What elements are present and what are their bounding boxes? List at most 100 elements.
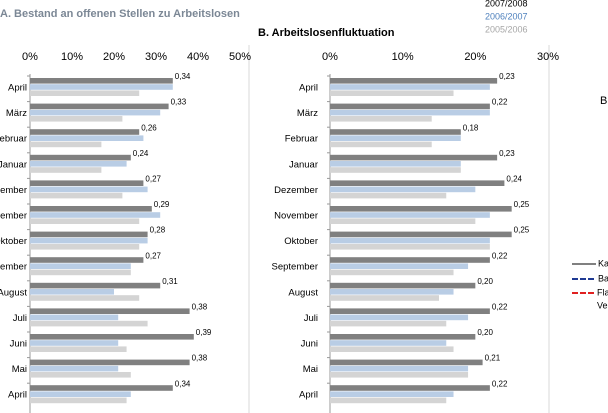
bar [330,90,454,96]
bar [330,186,476,193]
data-label: 0,39 [196,328,212,337]
bar [30,244,140,250]
bar [330,244,490,250]
data-label: 0,21 [485,354,501,363]
bar [30,391,131,397]
y-tick-label: Februar [285,134,318,145]
y-tick-label: April [299,390,318,401]
data-label: 0,20 [477,277,493,286]
bar [330,154,498,161]
y-tick-label: Dezember [0,185,27,196]
y-tick-label: Juli [13,313,27,324]
bar [30,295,140,301]
bar [330,346,454,352]
bar [330,167,461,173]
bar [330,365,469,372]
bar [30,263,131,269]
x-tick-label: 20% [103,51,125,63]
bar [330,308,490,314]
y-tick-label: August [288,287,318,298]
y-tick-label: März [6,108,27,119]
y-tick-label: Januar [0,159,27,170]
bar [30,78,173,84]
x-tick-label: 0% [322,51,338,63]
bar [30,90,140,96]
bar [330,231,512,238]
legend-entry: Ve [597,300,608,310]
bar [330,103,490,110]
data-label: 0,27 [145,175,161,184]
data-label: 0,34 [175,379,191,388]
data-label: 0,26 [141,123,157,132]
data-label: 0,33 [171,98,187,107]
y-tick-label: April [8,390,27,401]
bar [330,385,490,391]
bar [330,340,447,346]
bar [30,308,190,314]
data-label: 0,22 [492,303,508,312]
bar [330,180,505,186]
x-tick-label: 20% [464,51,486,63]
bar [330,263,469,269]
x-tick-label: 10% [392,51,414,63]
bar [330,314,469,321]
legend-entry: Ba [598,273,608,283]
bar [330,391,454,397]
data-label: 0,31 [162,277,178,286]
x-tick-label: 10% [61,51,83,63]
bar [30,192,123,199]
bar [30,161,127,167]
bar [30,289,114,295]
bar [330,320,447,327]
bar [330,218,476,224]
bar [30,365,119,372]
bar [30,180,144,186]
data-label: 0,28 [150,226,166,235]
data-label: 0,25 [514,226,530,235]
data-label: 0,22 [492,98,508,107]
data-label: 0,25 [514,200,530,209]
bar [30,237,148,244]
bar [30,372,131,378]
bar [30,320,148,327]
data-label: 0,23 [499,149,515,158]
y-tick-label: Oktober [0,236,27,247]
x-tick-label: 40% [187,51,209,63]
bar [30,346,127,352]
y-tick-label: Januar [289,159,318,170]
data-label: 0,24 [133,149,149,158]
y-tick-label: September [0,262,27,273]
y-tick-label: Mai [12,364,27,375]
data-label: 0,22 [492,251,508,260]
bar [30,206,152,212]
bar [330,161,461,167]
bar [30,269,131,276]
bar [30,397,127,404]
bar [30,116,123,122]
bar [30,84,173,90]
legend-entry: Ka [598,258,608,268]
bar [330,116,432,122]
bar [330,212,490,218]
bar [30,167,102,173]
y-tick-label: Oktober [284,236,318,247]
bar [30,282,161,289]
bar [330,109,490,116]
data-label: 0,38 [192,354,208,363]
bar [30,314,119,321]
bar [330,269,454,276]
bar [330,397,447,404]
x-tick-label: 30% [145,51,167,63]
chart-title: B. Arbeitslosenfluktuation [258,27,395,39]
bar [330,206,512,212]
side-title: B [600,95,607,107]
x-tick-label: 0% [22,51,38,63]
y-tick-label: Dezember [274,185,318,196]
bar [330,289,454,295]
bar [30,129,140,135]
y-tick-label: April [299,83,318,94]
bar [330,129,461,135]
y-tick-label: Juli [304,313,318,324]
bar [30,154,131,161]
bar [330,334,476,340]
